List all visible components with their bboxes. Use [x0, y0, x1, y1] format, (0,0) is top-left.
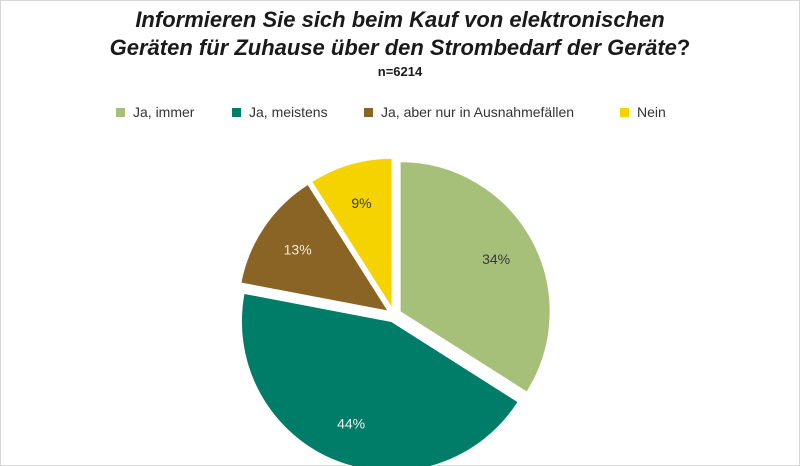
- pie-label-nein: 9%: [351, 195, 371, 211]
- legend-swatch-ja-immer: [116, 107, 125, 117]
- chart-title-question-mark: ?: [676, 35, 691, 60]
- pie-label-ja-aber-nur-in-ausnahmef-llen: 13%: [284, 242, 312, 258]
- pie-label-ja-meistens: 44%: [337, 415, 365, 431]
- chart-sample-size: n=6214: [377, 64, 423, 79]
- legend-label-ja-immer: Ja, immer: [133, 104, 195, 120]
- pie-labels: 34% 44% 13% 9%: [284, 195, 510, 431]
- pie-label-ja-immer: 34%: [482, 251, 510, 267]
- chart-title-line-1: Informieren Sie sich beim Kauf von elekt…: [135, 7, 665, 32]
- pie-slice-ja-aber-nur-in-ausnahmef-llen: [240, 183, 390, 312]
- legend-label-ja-meistens: Ja, meistens: [249, 104, 328, 120]
- pie-slices: [240, 157, 551, 466]
- legend-item-ja-meistens: Ja, meistens: [232, 101, 328, 123]
- legend-label-ausnahmefaelle: Ja, aber nur in Ausnahmefällen: [381, 104, 575, 120]
- legend-label-nein: Nein: [637, 104, 666, 120]
- legend-swatch-ausnahmefaelle: [364, 107, 373, 117]
- pie-slice-ja-immer: [399, 161, 551, 393]
- legend-item-ja-immer: Ja, immer: [116, 101, 194, 123]
- legend-swatch-ja-meistens: [232, 107, 241, 117]
- chart-legend: Ja, immer Ja, meistens Ja, aber nur in A…: [0, 101, 800, 123]
- legend-swatch-nein: [620, 107, 629, 117]
- chart-title: Informieren Sie sich beim Kauf von elekt…: [100, 6, 700, 62]
- pie-slice-nein: [310, 157, 393, 310]
- legend-item-ausnahmefaelle: Ja, aber nur in Ausnahmefällen: [364, 101, 574, 123]
- pie-slice-ja-meistens: [240, 292, 519, 466]
- chart-title-line-2: Geräten für Zuhause über den Strombedarf…: [100, 34, 700, 62]
- legend-item-nein: Nein: [620, 101, 666, 123]
- chart-title-line-2-text: Geräten für Zuhause über den Strombedarf…: [109, 35, 677, 60]
